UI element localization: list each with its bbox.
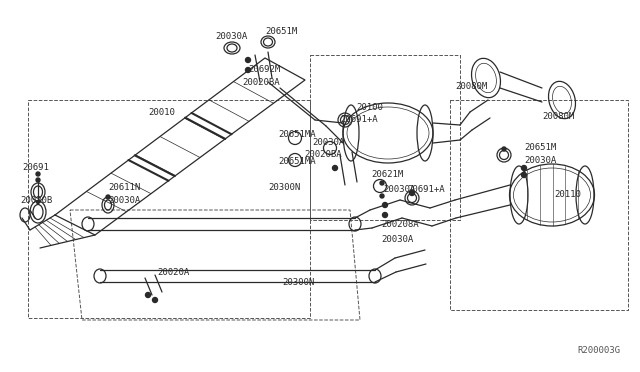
Text: 20020B: 20020B	[20, 196, 52, 205]
Text: 20030A: 20030A	[215, 32, 247, 41]
Circle shape	[380, 194, 384, 198]
Circle shape	[333, 166, 337, 170]
Circle shape	[502, 147, 506, 151]
Text: 20611N: 20611N	[108, 183, 140, 192]
Circle shape	[36, 201, 40, 203]
Text: 20651MA: 20651MA	[278, 157, 316, 166]
Text: 20030A: 20030A	[312, 138, 344, 147]
Circle shape	[383, 202, 387, 208]
Text: 20300N: 20300N	[282, 278, 314, 287]
Text: 20030A: 20030A	[524, 156, 556, 165]
Circle shape	[380, 181, 384, 185]
Text: 200208A: 200208A	[381, 220, 419, 229]
Text: 20300N: 20300N	[268, 183, 300, 192]
Circle shape	[246, 67, 250, 73]
Text: 20080M: 20080M	[455, 82, 487, 91]
Circle shape	[36, 178, 40, 182]
Text: 20030A: 20030A	[383, 185, 415, 194]
Text: 20691: 20691	[22, 163, 49, 172]
Circle shape	[106, 195, 110, 199]
Text: 20651M: 20651M	[265, 27, 297, 36]
Text: 20100: 20100	[356, 103, 383, 112]
Circle shape	[152, 298, 157, 302]
Text: 20020BA: 20020BA	[304, 150, 342, 159]
Text: 20030A: 20030A	[108, 196, 140, 205]
Text: 20691+A: 20691+A	[407, 185, 445, 194]
Text: 20080M: 20080M	[542, 112, 574, 121]
Text: 20651MA: 20651MA	[278, 130, 316, 139]
Circle shape	[522, 173, 527, 177]
Circle shape	[383, 212, 387, 218]
Text: 20621M: 20621M	[371, 170, 403, 179]
Text: 20110: 20110	[554, 190, 581, 199]
Text: 20020A: 20020A	[157, 268, 189, 277]
Circle shape	[522, 166, 527, 170]
Text: 20030A: 20030A	[381, 235, 413, 244]
Text: 20020BA: 20020BA	[242, 78, 280, 87]
Circle shape	[246, 58, 250, 62]
Circle shape	[36, 172, 40, 176]
Text: 20651M: 20651M	[524, 143, 556, 152]
Circle shape	[410, 190, 415, 196]
Text: 20010: 20010	[148, 108, 175, 117]
Text: R200003G: R200003G	[577, 346, 620, 355]
Text: 20692M: 20692M	[248, 65, 280, 74]
Circle shape	[145, 292, 150, 298]
Text: 20691+A: 20691+A	[340, 115, 378, 124]
